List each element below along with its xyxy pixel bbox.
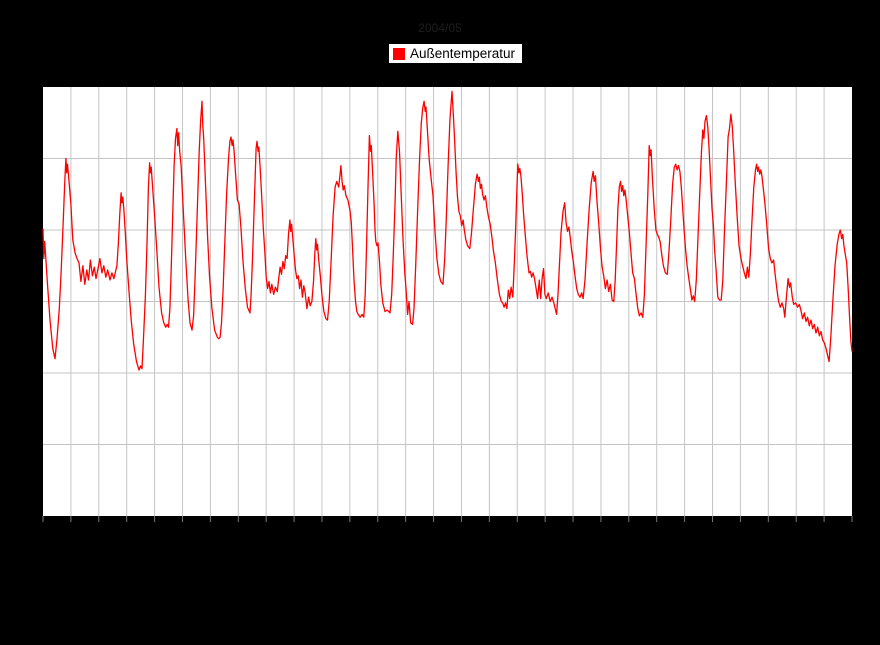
legend-box: Außentemperatur xyxy=(388,43,524,64)
chart-title: 2004/05 xyxy=(418,21,462,35)
series-Außentemperatur xyxy=(42,90,853,371)
legend-swatch-icon xyxy=(393,47,405,60)
legend-label: Außentemperatur xyxy=(410,45,516,61)
